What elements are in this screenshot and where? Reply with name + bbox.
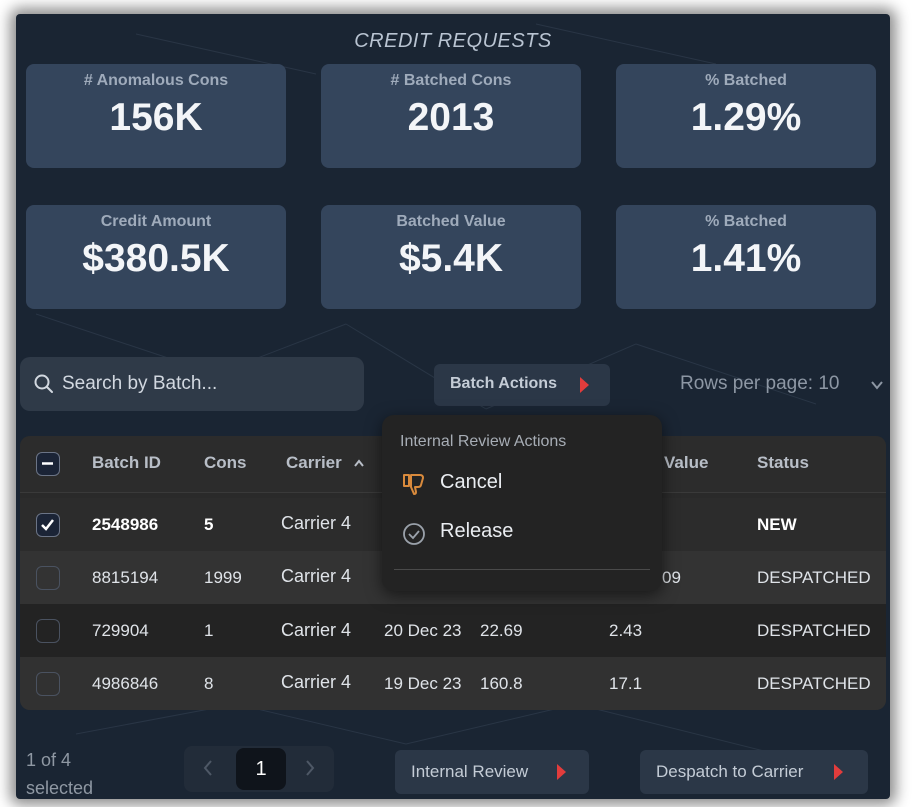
play-arrow-icon xyxy=(557,764,566,780)
header-cons[interactable]: Cons xyxy=(204,453,247,472)
kpi-card-credit-amount: Credit Amount $380.5K xyxy=(26,205,286,309)
kpi-value: $380.5K xyxy=(82,237,230,280)
selection-count: 1 of 4 selected xyxy=(26,746,93,799)
header-status[interactable]: Status xyxy=(757,453,809,472)
cell-value: 17.1 xyxy=(609,674,643,693)
cell-carrier: Carrier 4 xyxy=(281,513,352,533)
page-current[interactable]: 1 xyxy=(236,748,286,790)
selection-count-line2: selected xyxy=(26,778,94,798)
menu-divider xyxy=(394,569,650,570)
kpi-label: # Batched Cons xyxy=(390,72,512,89)
cell-value: 09 xyxy=(662,568,681,587)
selection-count-line1: 1 of 4 xyxy=(26,750,72,770)
cell-batch-id: 4986846 xyxy=(92,674,159,693)
chevron-right-icon[interactable] xyxy=(304,759,316,782)
kpi-value: $5.4K xyxy=(398,237,504,280)
check-circle-icon xyxy=(402,522,426,551)
header-carrier-label: Carrier xyxy=(286,453,342,472)
menu-item-release[interactable]: Release xyxy=(402,516,652,548)
kpi-label: # Anomalous Cons xyxy=(83,72,229,89)
play-arrow-icon xyxy=(580,377,589,393)
chevron-down-icon xyxy=(870,376,884,398)
cell-value: 2.43 xyxy=(609,621,643,640)
despatch-to-carrier-button[interactable]: Despatch to Carrier xyxy=(640,750,868,794)
cell-batch-id: 2548986 xyxy=(92,515,159,534)
kpi-value: 1.41% xyxy=(690,237,802,280)
kpi-label: % Batched xyxy=(705,213,787,230)
cell-status: DESPATCHED xyxy=(757,568,871,587)
cell-cons: 1999 xyxy=(204,568,242,587)
cell-amount: 22.69 xyxy=(480,621,523,640)
kpi-card-batched-value: Batched Value $5.4K xyxy=(321,205,581,309)
cell-carrier: Carrier 4 xyxy=(281,672,352,692)
cell-status: DESPATCHED xyxy=(757,621,871,640)
cell-date: 19 Dec 23 xyxy=(384,674,462,693)
cell-cons: 5 xyxy=(204,515,214,534)
menu-item-label: Release xyxy=(440,520,514,542)
kpi-value: 2013 xyxy=(407,96,495,139)
search-input[interactable] xyxy=(62,371,352,397)
search-box[interactable] xyxy=(20,357,364,411)
header-batch-id[interactable]: Batch ID xyxy=(92,453,161,472)
internal-review-button[interactable]: Internal Review xyxy=(395,750,589,794)
row-checkbox[interactable] xyxy=(36,672,60,696)
internal-review-label: Internal Review xyxy=(411,762,529,781)
kpi-label: Credit Amount xyxy=(100,213,212,230)
kpi-label: % Batched xyxy=(705,72,787,89)
table-row[interactable]: 729904 1 Carrier 4 20 Dec 23 22.69 2.43 … xyxy=(20,604,886,657)
batch-actions-label: Batch Actions xyxy=(450,375,557,392)
menu-item-cancel[interactable]: Cancel xyxy=(402,467,652,499)
kpi-card-batched-cons: # Batched Cons 2013 xyxy=(321,64,581,168)
internal-review-actions-menu: Internal Review Actions Cancel Release xyxy=(382,415,662,591)
rows-per-page-label: Rows per page: 10 xyxy=(680,373,840,394)
play-arrow-icon xyxy=(834,764,843,780)
kpi-value: 1.29% xyxy=(690,96,802,139)
app-frame: CREDIT REQUESTS # Anomalous Cons 156K # … xyxy=(16,14,890,799)
thumbs-down-icon xyxy=(402,473,426,500)
menu-title: Internal Review Actions xyxy=(400,433,567,450)
menu-item-label: Cancel xyxy=(440,471,503,493)
row-checkbox[interactable] xyxy=(36,513,60,537)
despatch-to-carrier-label: Despatch to Carrier xyxy=(656,762,804,781)
pagination: 1 xyxy=(184,746,334,792)
chevron-left-icon[interactable] xyxy=(202,759,214,782)
sort-ascending-icon xyxy=(353,453,365,472)
select-all-checkbox[interactable] xyxy=(36,452,60,476)
cell-batch-id: 8815194 xyxy=(92,568,159,587)
cell-carrier: Carrier 4 xyxy=(281,620,352,640)
batch-actions-button[interactable]: Batch Actions xyxy=(434,364,610,406)
cell-status: NEW xyxy=(757,515,797,534)
kpi-card-percent-batched: % Batched 1.29% xyxy=(616,64,876,168)
row-checkbox[interactable] xyxy=(36,566,60,590)
cell-cons: 1 xyxy=(204,621,214,640)
cell-batch-id: 729904 xyxy=(92,621,149,640)
cell-carrier: Carrier 4 xyxy=(281,566,352,586)
kpi-card-percent-batched-value: % Batched 1.41% xyxy=(616,205,876,309)
header-carrier[interactable]: Carrier xyxy=(286,453,365,473)
cell-cons: 8 xyxy=(204,674,214,693)
kpi-card-anomalous-cons: # Anomalous Cons 156K xyxy=(26,64,286,168)
search-icon xyxy=(34,374,54,399)
cell-date: 20 Dec 23 xyxy=(384,621,462,640)
rows-per-page-select[interactable]: Rows per page: 10 xyxy=(680,373,883,395)
kpi-value: 156K xyxy=(109,96,203,139)
page-title: CREDIT REQUESTS xyxy=(354,30,552,52)
header-value[interactable]: Value xyxy=(664,453,709,472)
cell-amount: 160.8 xyxy=(480,674,523,693)
cell-status: DESPATCHED xyxy=(757,674,871,693)
row-checkbox[interactable] xyxy=(36,619,60,643)
kpi-label: Batched Value xyxy=(396,213,506,230)
table-row[interactable]: 4986846 8 Carrier 4 19 Dec 23 160.8 17.1… xyxy=(20,657,886,710)
